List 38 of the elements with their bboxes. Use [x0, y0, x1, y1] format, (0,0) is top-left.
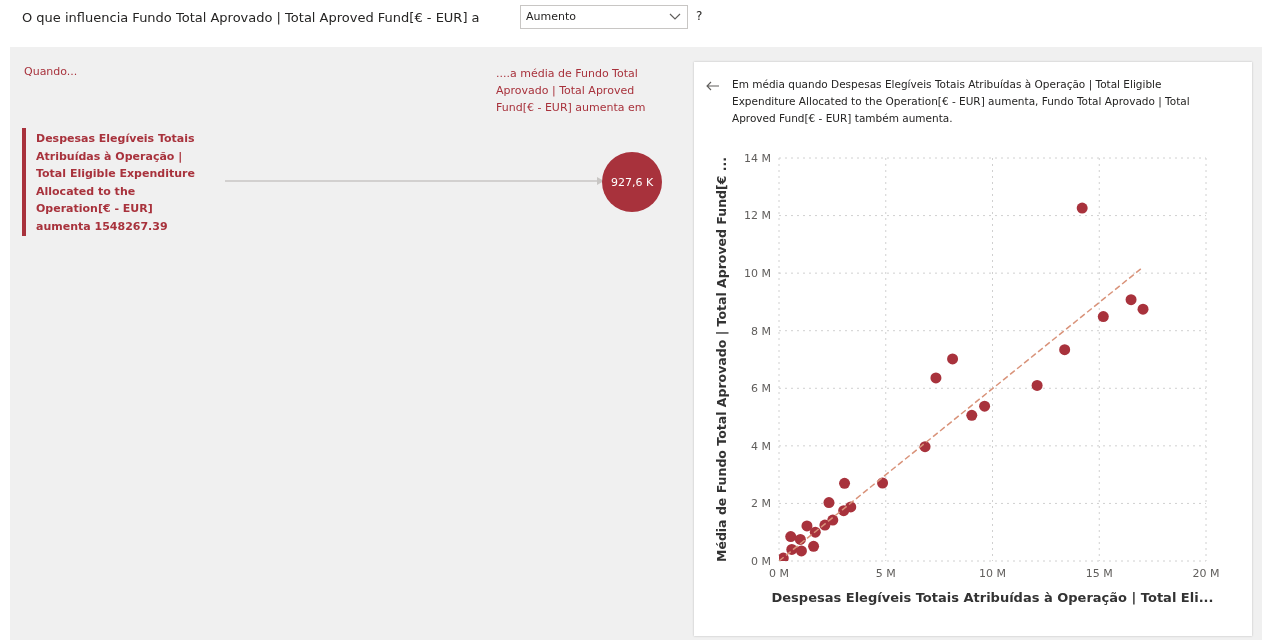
x-tick-label: 20 M [1192, 566, 1220, 580]
text: Quando... [24, 65, 78, 78]
point [966, 409, 978, 421]
point [947, 353, 959, 365]
point [1059, 344, 1071, 356]
y-tick-label: 0 M [751, 554, 771, 568]
y-tick-label: 4 M [751, 439, 771, 453]
x-tick-label: 10 M [979, 566, 1006, 580]
point [1137, 303, 1149, 315]
chart-subtitle: Em média quando Despesas Elegíveis Totais Atribuídas à Operação | Total Eligible Expenditure Allocated to the Operation[€ - EUR] aumenta, Fundo Total Aprovado | Total Aproved Fund[€ - EUR] também aumenta. [732, 77, 1191, 126]
point [801, 520, 813, 532]
y-tick-label: 8 M [751, 324, 771, 338]
point [1031, 379, 1043, 391]
point [930, 372, 942, 384]
y-tick-label: 2 M [751, 497, 771, 511]
point [785, 531, 797, 543]
x-tick-label: 5 M [875, 566, 896, 580]
x-tick-label: 0 M [769, 566, 789, 580]
point [795, 545, 807, 557]
y-axis-title: Média de Fundo Total Aprovado | Total Aproved Fund[€ ... [714, 156, 730, 563]
text: ....a média de Fundo Total Aprovado | Total Aproved Fund[€ - EUR] aumenta em [496, 66, 647, 116]
point [1097, 311, 1109, 323]
text: ? [696, 9, 703, 23]
text: Despesas Elegíveis Totais Atribuídas à Operação | Total Eligible Expenditure Allocated to the Operation[€ - EUR] aumenta 1548267.39 [36, 131, 196, 235]
text: O que influencia Fundo Total Aprovado | Total Aproved Fund[€ - EUR] a [22, 9, 480, 27]
dropdown: Aumento [520, 5, 688, 29]
point [1076, 202, 1088, 214]
x-tick-label: 15 M [1085, 566, 1113, 580]
y-tick-label: 6 M [751, 382, 771, 396]
point [979, 400, 991, 412]
y-tick-label: 12 M [744, 209, 771, 223]
point [1125, 294, 1137, 306]
point [839, 477, 851, 489]
x-axis-title: Despesas Elegíveis Totais Atribuídas à Operação | Total Eli... [771, 590, 1214, 605]
point [808, 540, 820, 552]
y-tick-label: 10 M [744, 267, 771, 281]
point [823, 497, 835, 509]
y-tick-label: 14 M [744, 151, 771, 165]
